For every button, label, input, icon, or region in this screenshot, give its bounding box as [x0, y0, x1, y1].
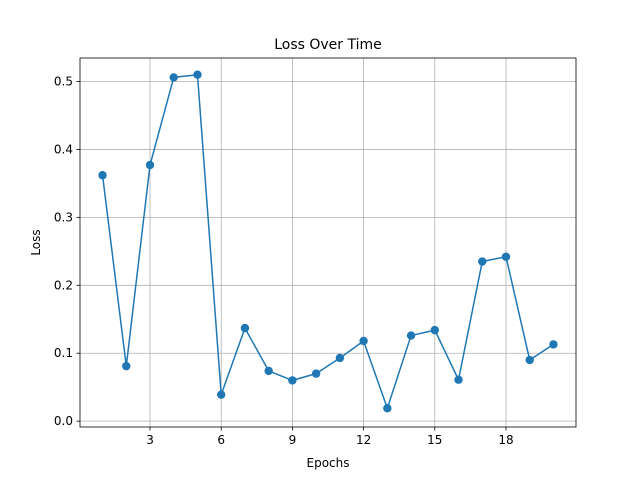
y-tick-label: 0.4	[54, 142, 73, 156]
series-line	[101, 73, 554, 410]
data-point	[525, 355, 534, 365]
y-tick-label: 0.2	[54, 278, 73, 292]
x-tick-label: 9	[289, 433, 297, 447]
data-point	[240, 323, 250, 333]
data-point	[145, 160, 155, 170]
data-point	[122, 361, 131, 371]
grid-layer	[80, 58, 576, 427]
x-tick-label: 12	[356, 433, 371, 447]
y-tick-label: 0.0	[54, 414, 73, 428]
data-point	[288, 376, 297, 385]
data-point	[549, 340, 558, 349]
data-point	[98, 171, 107, 180]
x-tick-label: 18	[498, 433, 513, 447]
data-point	[430, 325, 439, 335]
data-point	[335, 353, 345, 363]
y-tick-label: 0.1	[54, 346, 73, 360]
data-point	[311, 369, 321, 378]
data-point	[406, 331, 416, 340]
data-point	[217, 390, 226, 399]
y-tick-label: 0.3	[54, 210, 73, 224]
series-layer	[98, 70, 558, 413]
data-point	[193, 70, 202, 79]
y-axis-label: Loss	[29, 229, 43, 255]
data-point	[383, 404, 392, 413]
data-point	[169, 73, 178, 82]
x-tick-label: 6	[217, 433, 225, 447]
data-point	[501, 252, 511, 261]
data-point	[264, 366, 273, 376]
data-point	[478, 257, 487, 266]
x-tick-label: 15	[427, 433, 442, 447]
chart-title: Loss Over Time	[274, 37, 382, 53]
tick-layer: 3 6 9 12 15 18 0.0 0.1 0.2 0.3 0.4 0.5	[54, 75, 514, 447]
plot-frame	[79, 57, 577, 428]
data-point	[454, 375, 463, 384]
x-tick-label: 3	[146, 433, 154, 447]
y-tick-label: 0.5	[54, 75, 73, 89]
x-axis-label: Epochs	[307, 456, 350, 470]
data-point	[359, 336, 368, 346]
